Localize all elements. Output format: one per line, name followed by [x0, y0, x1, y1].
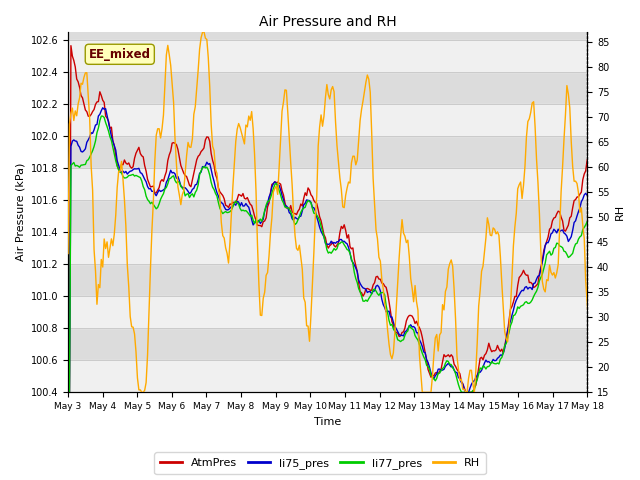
Y-axis label: RH: RH — [615, 204, 625, 220]
Bar — [68, 360, 588, 392]
Bar — [68, 39, 588, 72]
Bar — [68, 168, 588, 200]
Bar — [68, 104, 588, 136]
Legend: AtmPres, li75_pres, li77_pres, RH: AtmPres, li75_pres, li77_pres, RH — [154, 453, 486, 474]
Bar — [68, 232, 588, 264]
X-axis label: Time: Time — [314, 417, 341, 427]
Y-axis label: Air Pressure (kPa): Air Pressure (kPa) — [15, 163, 25, 261]
Title: Air Pressure and RH: Air Pressure and RH — [259, 15, 396, 29]
Text: EE_mixed: EE_mixed — [89, 48, 151, 61]
Bar — [68, 296, 588, 328]
